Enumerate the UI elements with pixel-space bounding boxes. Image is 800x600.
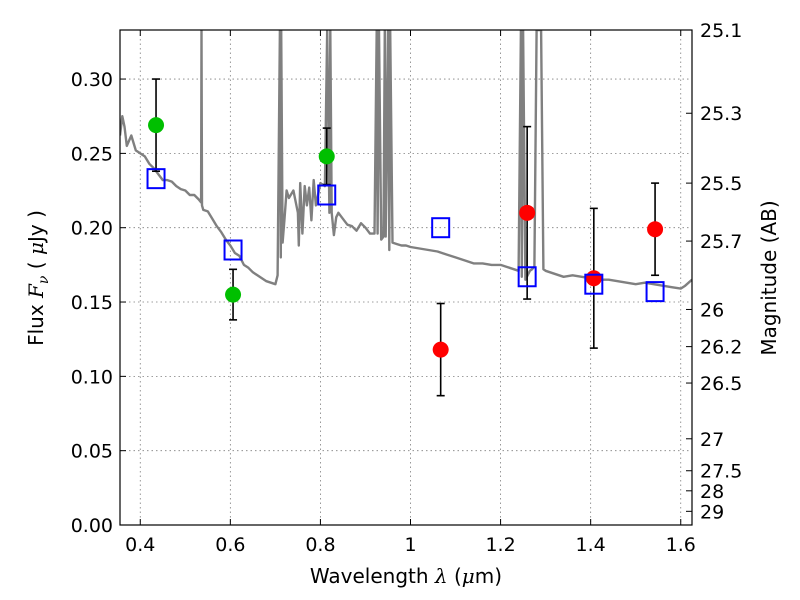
mag-tick-label: 25.3 bbox=[700, 103, 742, 125]
model-flux-square bbox=[431, 217, 451, 239]
mag-tick-label: 25.5 bbox=[700, 173, 742, 195]
y-tick-label: 0.30 bbox=[71, 69, 113, 91]
right-axis-label: Magnitude (AB) bbox=[757, 200, 781, 355]
y-tick-label: 0.15 bbox=[71, 292, 113, 314]
mag-tick-label: 27.5 bbox=[700, 461, 742, 483]
mag-tick-label: 28 bbox=[700, 481, 724, 503]
error-bars-layer bbox=[152, 78, 660, 397]
photometry-point bbox=[148, 117, 165, 134]
x-tick-label: 1.4 bbox=[576, 534, 606, 556]
x-tick-label: 1 bbox=[404, 534, 416, 556]
sed-model-line bbox=[120, 30, 692, 290]
model-flux-square bbox=[517, 266, 537, 288]
model-flux-square bbox=[146, 168, 166, 190]
y-axis-label: Flux Fν ( μJy ) bbox=[24, 210, 52, 346]
x-tick-label: 0.8 bbox=[305, 534, 335, 556]
photometry-point bbox=[225, 286, 242, 303]
photometry-point bbox=[318, 148, 335, 165]
y-tick-label: 0.05 bbox=[71, 441, 113, 463]
sed-model-spectrum-layer bbox=[120, 30, 692, 290]
mag-tick-label: 25.1 bbox=[700, 20, 742, 42]
x-tick-label: 0.4 bbox=[125, 534, 155, 556]
grid-lines bbox=[120, 30, 692, 526]
mag-tick-label: 27 bbox=[700, 429, 724, 451]
y-tick-label: 0.10 bbox=[71, 366, 113, 388]
photometry-point bbox=[585, 270, 602, 287]
mag-tick-label: 26.2 bbox=[700, 337, 742, 359]
y-tick-label: 0.20 bbox=[71, 218, 113, 240]
x-tick-label: 1.2 bbox=[485, 534, 515, 556]
y-tick-label: 0.25 bbox=[71, 143, 113, 165]
plot-frame bbox=[119, 29, 693, 526]
model-flux-square bbox=[223, 239, 243, 261]
markers-layer bbox=[146, 117, 665, 358]
x-tick-label: 0.6 bbox=[215, 534, 245, 556]
photometry-point bbox=[519, 204, 536, 221]
mag-tick-label: 26 bbox=[700, 299, 724, 321]
model-flux-square bbox=[317, 184, 337, 206]
model-flux-square bbox=[584, 273, 604, 295]
axis-ticks: 0.4 0.6 0.8 1 1.2 1.4 1.6 0.00 0.05 0.10 0.15 0.20 0… bbox=[71, 20, 743, 556]
photometry-point bbox=[432, 341, 449, 358]
x-tick-label: 1.6 bbox=[666, 534, 696, 556]
x-axis-label: Wavelength λ (μm) bbox=[310, 564, 502, 588]
mag-tick-label: 29 bbox=[700, 501, 724, 523]
mag-tick-label: 26.5 bbox=[700, 373, 742, 395]
mag-tick-label: 25.7 bbox=[700, 231, 742, 253]
y-tick-label: 0.00 bbox=[71, 515, 113, 537]
model-flux-square bbox=[645, 281, 665, 303]
photometry-point bbox=[647, 221, 664, 238]
